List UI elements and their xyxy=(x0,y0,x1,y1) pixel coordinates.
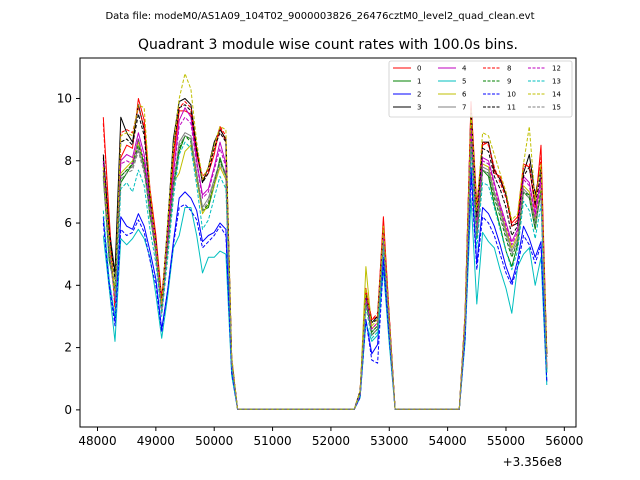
x-tick-label: 48000 xyxy=(78,434,116,448)
x-tick-label: 55000 xyxy=(487,434,525,448)
series-line-14 xyxy=(102,73,548,410)
legend-label-3: 3 xyxy=(417,104,421,112)
legend-label-6: 6 xyxy=(462,91,467,99)
series-line-15 xyxy=(102,135,548,410)
axes-frame xyxy=(79,57,577,428)
y-tick-label: 2 xyxy=(64,341,72,355)
y-tick-label: 10 xyxy=(57,91,72,105)
x-tick-label: 56000 xyxy=(545,434,583,448)
x-tick-label: 52000 xyxy=(312,434,350,448)
file-title: Data file: modeM0/AS1A09_104T02_90000038… xyxy=(105,11,534,22)
legend-label-0: 0 xyxy=(417,65,421,73)
legend-label-7: 7 xyxy=(462,104,466,112)
y-tick-label: 0 xyxy=(64,403,72,417)
legend-label-2: 2 xyxy=(417,91,421,99)
legend-box xyxy=(388,60,573,118)
x-tick-label: 49000 xyxy=(137,434,175,448)
legend-label-12: 12 xyxy=(552,65,561,73)
x-offset-label: +3.356e8 xyxy=(503,455,562,469)
legend-label-9: 9 xyxy=(507,78,511,86)
x-tick-label: 54000 xyxy=(429,434,467,448)
y-tick-label: 8 xyxy=(64,154,72,168)
x-tick-label: 53000 xyxy=(370,434,408,448)
x-tick-label: 51000 xyxy=(253,434,291,448)
x-tick-label: 50000 xyxy=(195,434,233,448)
legend-label-15: 15 xyxy=(552,104,561,112)
series-layer xyxy=(102,73,548,410)
axis-layer: 48000 49000 50000 51000 52000 53000 54000 55000… xyxy=(57,91,584,448)
series-line-12 xyxy=(102,116,548,410)
legend-label-4: 4 xyxy=(462,65,467,73)
legend-label-13: 13 xyxy=(552,78,561,86)
legend-label-1: 1 xyxy=(417,78,421,86)
chart-title: Quadrant 3 module wise count rates with … xyxy=(138,37,518,53)
legend-label-10: 10 xyxy=(507,91,516,99)
plot-area xyxy=(80,58,576,427)
legend-label-14: 14 xyxy=(552,91,561,99)
legend-label-8: 8 xyxy=(507,65,511,73)
legend-label-11: 11 xyxy=(507,104,516,112)
legend-label-5: 5 xyxy=(462,78,466,86)
y-tick-label: 4 xyxy=(64,278,72,292)
series-line-10 xyxy=(102,175,548,410)
y-tick-label: 6 xyxy=(64,216,72,230)
